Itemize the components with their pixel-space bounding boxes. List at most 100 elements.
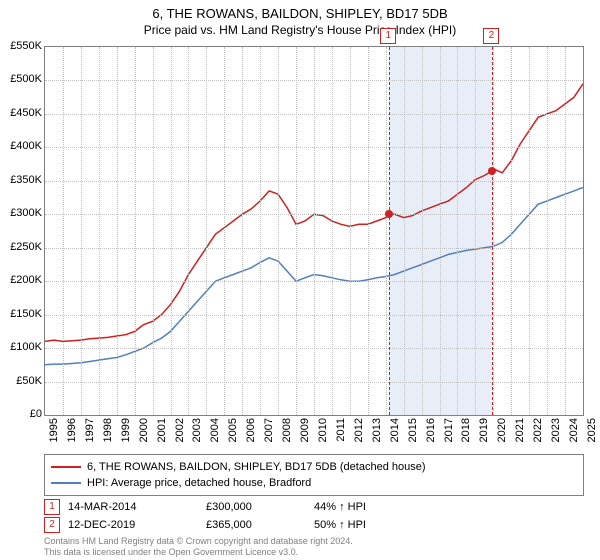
xtick-label: 2005 bbox=[227, 418, 239, 458]
xtick-label: 2001 bbox=[156, 418, 168, 458]
gridline-v bbox=[242, 47, 243, 415]
legend-swatch-1 bbox=[51, 482, 81, 484]
legend-label-0: 6, THE ROWANS, BAILDON, SHIPLEY, BD17 5D… bbox=[87, 461, 426, 473]
xtick-label: 2008 bbox=[281, 418, 293, 458]
xtick-label: 2012 bbox=[353, 418, 365, 458]
xtick-label: 2019 bbox=[478, 418, 490, 458]
gridline-v bbox=[350, 47, 351, 415]
xtick-label: 2011 bbox=[335, 418, 347, 458]
xtick-label: 2017 bbox=[443, 418, 455, 458]
chart-subtitle: Price paid vs. HM Land Registry's House … bbox=[0, 23, 600, 37]
footer: Contains HM Land Registry data © Crown c… bbox=[44, 536, 353, 558]
xtick-label: 2000 bbox=[138, 418, 150, 458]
ytick-label: £50K bbox=[2, 375, 42, 387]
gridline-v bbox=[493, 47, 494, 415]
legend-swatch-0 bbox=[51, 466, 81, 468]
xtick-label: 2016 bbox=[425, 418, 437, 458]
legend-row-0: 6, THE ROWANS, BAILDON, SHIPLEY, BD17 5D… bbox=[51, 459, 577, 475]
sale-marker-1: 2 bbox=[44, 517, 60, 533]
xtick-label: 2021 bbox=[514, 418, 526, 458]
gridline-v bbox=[547, 47, 548, 415]
legend-label-1: HPI: Average price, detached house, Brad… bbox=[87, 477, 311, 489]
plot-area bbox=[44, 46, 584, 416]
marker-box: 2 bbox=[483, 28, 499, 44]
gridline-v bbox=[188, 47, 189, 415]
ytick-label: £0 bbox=[2, 408, 42, 420]
ytick-label: £450K bbox=[2, 107, 42, 119]
legend: 6, THE ROWANS, BAILDON, SHIPLEY, BD17 5D… bbox=[44, 454, 584, 496]
xtick-label: 1995 bbox=[48, 418, 60, 458]
xtick-label: 2006 bbox=[245, 418, 257, 458]
ytick-label: £300K bbox=[2, 207, 42, 219]
gridline-v bbox=[81, 47, 82, 415]
xtick-label: 2014 bbox=[389, 418, 401, 458]
xtick-label: 1999 bbox=[120, 418, 132, 458]
gridline-v bbox=[565, 47, 566, 415]
xtick-label: 2020 bbox=[496, 418, 508, 458]
xtick-label: 1997 bbox=[84, 418, 96, 458]
gridline-v bbox=[117, 47, 118, 415]
xtick-label: 2024 bbox=[568, 418, 580, 458]
xtick-label: 2007 bbox=[263, 418, 275, 458]
xtick-label: 1996 bbox=[66, 418, 78, 458]
gridline-v bbox=[171, 47, 172, 415]
ytick-label: £500K bbox=[2, 73, 42, 85]
xtick-label: 2015 bbox=[407, 418, 419, 458]
title-block: 6, THE ROWANS, BAILDON, SHIPLEY, BD17 5D… bbox=[0, 0, 600, 37]
gridline-v bbox=[368, 47, 369, 415]
xtick-label: 2025 bbox=[586, 418, 598, 458]
xtick-label: 2013 bbox=[371, 418, 383, 458]
sale-hpi-0: 44% ↑ HPI bbox=[314, 501, 414, 513]
ytick-label: £100K bbox=[2, 341, 42, 353]
xtick-label: 2023 bbox=[550, 418, 562, 458]
sale-row-1: 2 12-DEC-2019 £365,000 50% ↑ HPI bbox=[44, 516, 584, 534]
sale-point-marker bbox=[488, 167, 496, 175]
gridline-v bbox=[153, 47, 154, 415]
xtick-label: 2004 bbox=[209, 418, 221, 458]
xtick-label: 2009 bbox=[299, 418, 311, 458]
marker-line bbox=[389, 47, 390, 415]
gridline-v bbox=[332, 47, 333, 415]
xtick-label: 2010 bbox=[317, 418, 329, 458]
gridline-v bbox=[278, 47, 279, 415]
gridline-v bbox=[440, 47, 441, 415]
gridline-v bbox=[475, 47, 476, 415]
gridline-v bbox=[422, 47, 423, 415]
gridline-v bbox=[511, 47, 512, 415]
xtick-label: 1998 bbox=[102, 418, 114, 458]
sale-table: 1 14-MAR-2014 £300,000 44% ↑ HPI 2 12-DE… bbox=[44, 498, 584, 534]
xtick-label: 2018 bbox=[460, 418, 472, 458]
gridline-v bbox=[296, 47, 297, 415]
gridline-v bbox=[457, 47, 458, 415]
gridline-v bbox=[314, 47, 315, 415]
xtick-label: 2002 bbox=[174, 418, 186, 458]
ytick-label: £400K bbox=[2, 140, 42, 152]
gridline-v bbox=[260, 47, 261, 415]
marker-box: 1 bbox=[380, 28, 396, 44]
sale-point-marker bbox=[385, 210, 393, 218]
ytick-label: £150K bbox=[2, 308, 42, 320]
ytick-label: £250K bbox=[2, 241, 42, 253]
xtick-label: 2003 bbox=[191, 418, 203, 458]
ytick-label: £200K bbox=[2, 274, 42, 286]
sale-marker-0: 1 bbox=[44, 499, 60, 515]
gridline-v bbox=[386, 47, 387, 415]
chart-container: 6, THE ROWANS, BAILDON, SHIPLEY, BD17 5D… bbox=[0, 0, 600, 560]
gridline-v bbox=[529, 47, 530, 415]
footer-line-1: Contains HM Land Registry data © Crown c… bbox=[44, 536, 353, 547]
sale-date-1: 12-DEC-2019 bbox=[68, 519, 198, 531]
footer-line-2: This data is licensed under the Open Gov… bbox=[44, 547, 353, 558]
gridline-v bbox=[63, 47, 64, 415]
gridline-v bbox=[135, 47, 136, 415]
sale-price-1: £365,000 bbox=[206, 519, 306, 531]
sale-row-0: 1 14-MAR-2014 £300,000 44% ↑ HPI bbox=[44, 498, 584, 516]
legend-row-1: HPI: Average price, detached house, Brad… bbox=[51, 475, 577, 491]
gridline-v bbox=[224, 47, 225, 415]
gridline-v bbox=[99, 47, 100, 415]
gridline-v bbox=[404, 47, 405, 415]
ytick-label: £550K bbox=[2, 40, 42, 52]
chart-title: 6, THE ROWANS, BAILDON, SHIPLEY, BD17 5D… bbox=[0, 6, 600, 21]
sale-price-0: £300,000 bbox=[206, 501, 306, 513]
sale-date-0: 14-MAR-2014 bbox=[68, 501, 198, 513]
gridline-v bbox=[206, 47, 207, 415]
